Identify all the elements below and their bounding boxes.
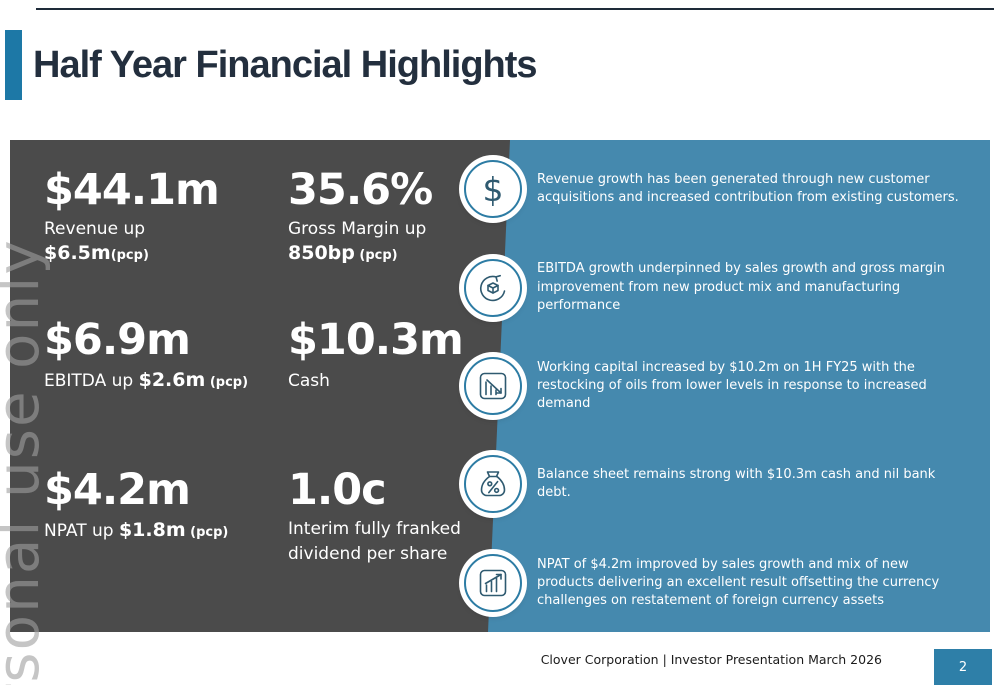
- top-divider-line: [36, 8, 994, 10]
- metrics-grid: $44.1m Revenue up $6.5m(pcp) 35.6% Gross…: [44, 165, 510, 618]
- metric-value: $4.2m: [44, 465, 191, 515]
- metric-label-pcp: (pcp): [185, 525, 229, 541]
- metric-label: Revenue up $6.5m(pcp): [44, 218, 249, 266]
- highlight-text: Balance sheet remains strong with $10.3m…: [537, 467, 936, 501]
- highlight-row-npat: NPAT of $4.2m improved by sales growth a…: [464, 534, 990, 632]
- metric-label: Cash: [288, 368, 493, 393]
- metric-value: $6.9m: [44, 315, 191, 365]
- highlight-icon-circle: [464, 357, 522, 416]
- dollar-icon: $: [482, 169, 504, 209]
- metric-value: $10.3m: [288, 315, 464, 365]
- metric-label-text: Cash: [288, 371, 330, 392]
- metric-label-text: Revenue up: [44, 219, 146, 240]
- highlights-panel: [480, 140, 990, 632]
- metric-label-text: Gross Margin up: [288, 219, 427, 240]
- metric-ebitda: $6.9m EBITDA up $2.6m (pcp): [44, 315, 288, 468]
- product-cycle-icon: [479, 274, 506, 301]
- metric-label: EBITDA up $2.6m (pcp): [44, 368, 249, 393]
- metrics-panel: [10, 140, 510, 632]
- highlight-row-revenue: $ Revenue growth has been generated thro…: [464, 140, 990, 238]
- title-accent-bar: [5, 30, 22, 100]
- metric-label-text: Interim fully franked dividend per share: [288, 519, 461, 564]
- metric-gross-margin: 35.6% Gross Margin up 850bp (pcp): [288, 165, 510, 318]
- highlight-icon-circle: $: [464, 160, 522, 219]
- metric-label: NPAT up $1.8m (pcp): [44, 518, 249, 543]
- metric-label-bold: 850bp: [288, 241, 355, 264]
- metric-label-pcp: (pcp): [110, 247, 149, 263]
- metric-label-text: EBITDA up: [44, 371, 139, 392]
- money-bag-percent-icon: [480, 471, 506, 497]
- highlight-icon-circle: [464, 553, 522, 612]
- metric-label-text: NPAT up: [44, 521, 119, 542]
- metric-label-bold: $2.6m: [138, 369, 206, 392]
- metric-label-bold: $6.5m: [44, 241, 111, 264]
- highlight-row-balance-sheet: Balance sheet remains strong with $10.3m…: [464, 435, 990, 533]
- highlight-icon-circle: [464, 258, 522, 317]
- metric-value: 35.6%: [288, 165, 433, 215]
- page-title: Half Year Financial Highlights: [33, 44, 538, 86]
- growth-chart-icon: [479, 569, 507, 597]
- metric-label: Interim fully franked dividend per share: [288, 518, 493, 566]
- page-number: 2: [958, 659, 968, 675]
- metric-value: $44.1m: [44, 165, 220, 215]
- metric-cash: $10.3m Cash: [288, 315, 510, 468]
- working-capital-chart-icon: [479, 372, 507, 400]
- highlight-text: NPAT of $4.2m improved by sales growth a…: [537, 556, 940, 608]
- metric-revenue: $44.1m Revenue up $6.5m(pcp): [44, 165, 288, 318]
- footer-text: Clover Corporation | Investor Presentati…: [540, 652, 882, 667]
- highlight-text: Working capital increased by $10.2m on 1…: [537, 359, 927, 412]
- highlight-row-ebitda: EBITDA growth underpinned by sales growt…: [464, 238, 990, 336]
- page-number-badge: 2: [934, 649, 992, 685]
- highlight-text: Revenue growth has been generated throug…: [537, 172, 959, 206]
- metric-dividend: 1.0c Interim fully franked dividend per …: [288, 465, 510, 618]
- highlight-row-working-capital: Working capital increased by $10.2m on 1…: [464, 337, 990, 435]
- metric-label-pcp: (pcp): [205, 375, 249, 391]
- metric-label: Gross Margin up 850bp (pcp): [288, 218, 493, 266]
- metric-npat: $4.2m NPAT up $1.8m (pcp): [44, 465, 288, 618]
- highlights-list: $ Revenue growth has been generated thro…: [464, 140, 990, 632]
- metric-value: 1.0c: [288, 465, 387, 515]
- highlight-icon-circle: [464, 455, 522, 514]
- metric-label-pcp: (pcp): [354, 247, 398, 263]
- highlight-text: EBITDA growth underpinned by sales growt…: [537, 261, 945, 313]
- metric-label-bold: $1.8m: [118, 519, 186, 542]
